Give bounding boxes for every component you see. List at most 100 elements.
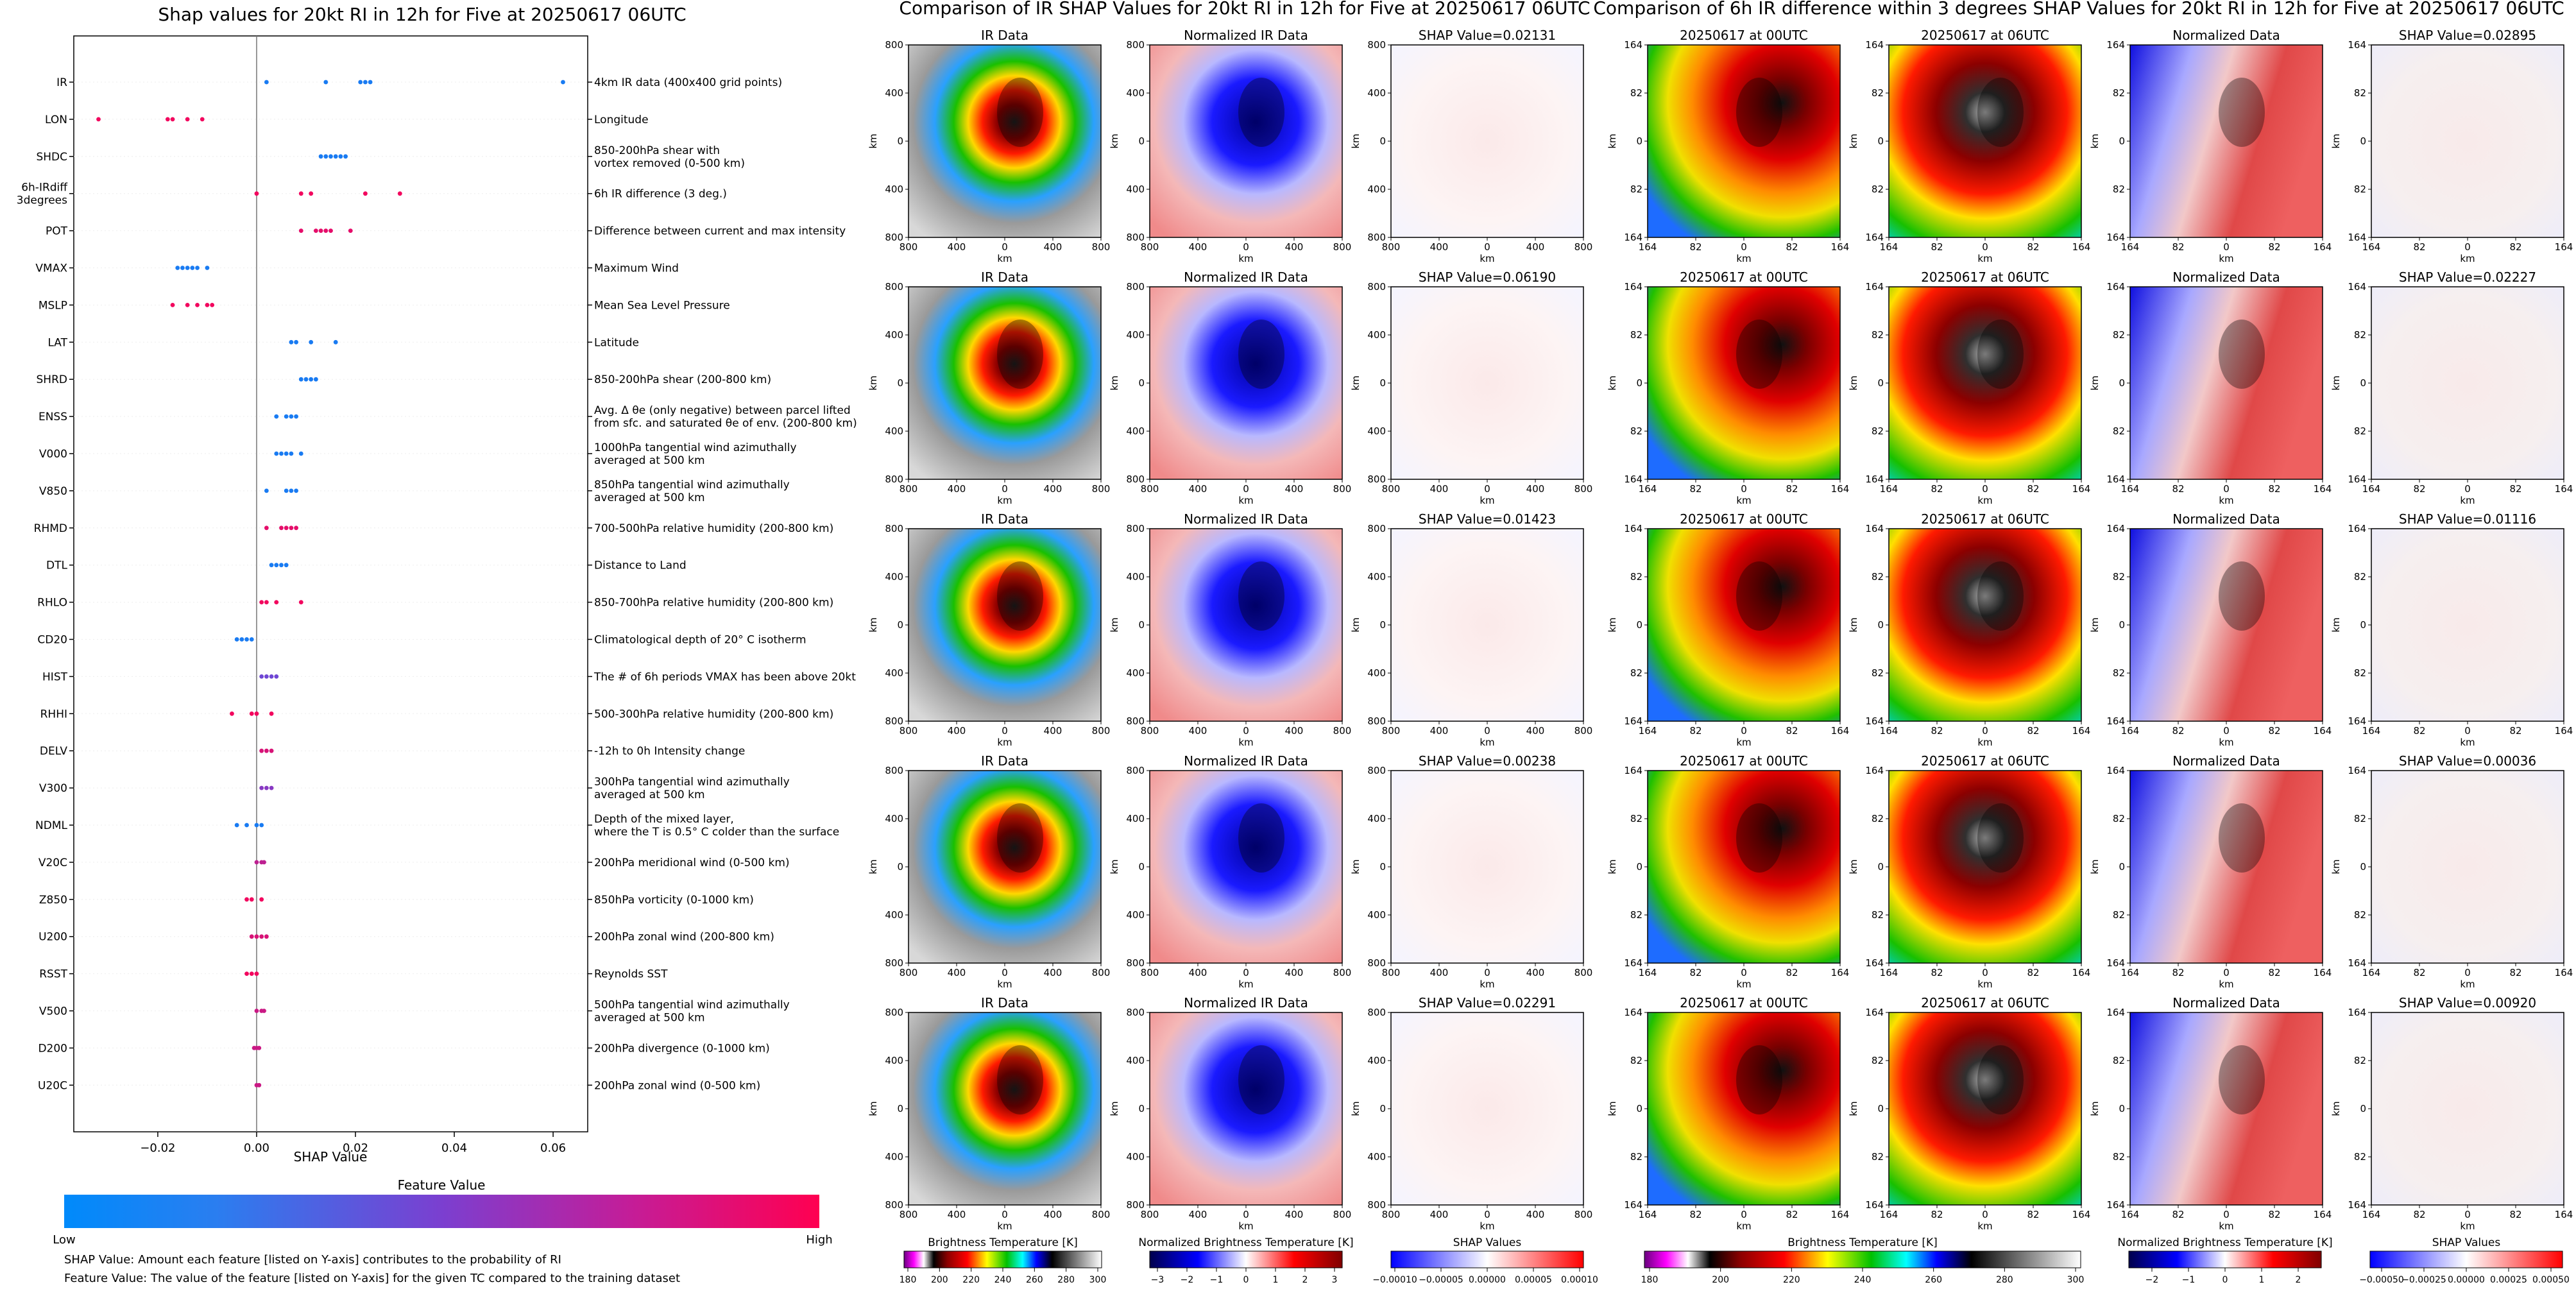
y-tick-label: 800 xyxy=(885,523,903,534)
y-tick-label: 164 xyxy=(1865,474,1884,485)
x-axis-label: km xyxy=(2219,1220,2233,1232)
x-tick-label: 82 xyxy=(2413,967,2425,978)
feature-row: CD20 Climatological depth of 20° C isothe… xyxy=(37,634,806,647)
shap-point xyxy=(279,451,284,456)
colorbar: SHAP Values −0.00010 −0.00005 0.00000 0.0000… xyxy=(1372,1236,1598,1285)
feature-description: 500hPa tangential wind azimuthally averag… xyxy=(594,999,790,1025)
panel-title: 20250617 at 06UTC xyxy=(1921,269,2049,285)
y-tick-label: 400 xyxy=(885,1055,903,1066)
x-axis-label: km xyxy=(2460,253,2475,264)
x-axis-label: km xyxy=(1736,978,1751,990)
shap-point xyxy=(318,228,323,233)
shap-point xyxy=(279,563,284,568)
colorbar-tick-label: −0.00025 xyxy=(2401,1275,2446,1285)
y-tick-label: 800 xyxy=(1367,715,1386,727)
feature-description: 850-200hPa shear with vortex removed (0-5… xyxy=(594,144,745,170)
feature-description: Reynolds SST xyxy=(594,968,668,981)
feature-code-label: ENSS xyxy=(38,411,67,423)
feature-code-label: RHHI xyxy=(40,708,67,721)
panel-title: IR Data xyxy=(981,28,1028,43)
x-tick-label: 0 xyxy=(1982,967,1988,978)
feature-code-label: V000 xyxy=(39,448,67,461)
x-tick-label: 800 xyxy=(1141,725,1159,737)
shap-point xyxy=(313,377,318,382)
x-tick-label: 0 xyxy=(2223,725,2230,737)
y-tick-label: 0 xyxy=(1636,377,1642,389)
x-tick-label: 800 xyxy=(900,725,918,737)
shap-point xyxy=(262,1009,266,1013)
shap-point xyxy=(234,823,239,828)
panel-title: IR Data xyxy=(981,269,1028,285)
x-tick-label: 0 xyxy=(2223,967,2230,978)
y-tick-label: 82 xyxy=(1630,813,1642,824)
x-tick-label: 82 xyxy=(2268,725,2280,737)
heatmap-image xyxy=(2371,287,2564,479)
x-tick-label: 400 xyxy=(1285,1209,1304,1220)
x-tick-label: 400 xyxy=(948,967,966,978)
y-tick-label: 800 xyxy=(885,715,903,727)
x-axis-label: km xyxy=(997,737,1012,748)
x-tick-label: 164 xyxy=(2072,241,2091,253)
storm-core xyxy=(1977,561,2024,631)
y-tick-label: 800 xyxy=(1126,281,1145,293)
x-tick-label: 164 xyxy=(1880,967,1898,978)
shap-point xyxy=(298,191,303,196)
x-tick-label: 82 xyxy=(2027,725,2039,737)
x-tick-label: 400 xyxy=(1526,725,1545,737)
y-tick-label: 82 xyxy=(1630,329,1642,341)
colorbar-tick-label: 0.00025 xyxy=(2490,1275,2527,1285)
x-tick-label: 82 xyxy=(2509,725,2521,737)
y-tick-label: 0 xyxy=(897,861,903,873)
y-tick-label: 400 xyxy=(885,909,903,921)
feature-description: Mean Sea Level Pressure xyxy=(594,299,730,312)
y-axis-label: km xyxy=(1848,617,1859,632)
x-tick-label: 400 xyxy=(1189,725,1207,737)
x-tick-label: 82 xyxy=(2172,241,2184,253)
shap-point xyxy=(279,525,284,531)
feature-description: -12h to 0h Intensity change xyxy=(594,745,745,758)
heatmap-image xyxy=(2371,1012,2564,1205)
y-tick-label: 800 xyxy=(885,957,903,969)
shap-point xyxy=(264,488,269,493)
x-tick-label: 82 xyxy=(2509,241,2521,253)
y-tick-label: 400 xyxy=(1126,1055,1145,1066)
feature-note: Feature Value: The value of the feature … xyxy=(64,1272,680,1285)
x-tick-label: 0 xyxy=(1982,483,1988,495)
y-axis-label: km xyxy=(1109,1101,1120,1116)
x-tick-label: 82 xyxy=(2268,483,2280,495)
x-tick-label: 400 xyxy=(1044,1209,1062,1220)
x-tick-label: 82 xyxy=(2509,1209,2521,1220)
y-tick-label: 164 xyxy=(1865,715,1884,727)
x-tick-label: 400 xyxy=(1430,725,1449,737)
y-tick-label: 800 xyxy=(885,765,903,776)
heatmap-image xyxy=(1391,529,1583,721)
y-tick-label: 0 xyxy=(1379,861,1386,873)
shap-point xyxy=(284,451,289,456)
x-tick-label: 164 xyxy=(2362,725,2381,737)
y-tick-label: 0 xyxy=(1379,135,1386,147)
heatmap-image xyxy=(908,1012,1101,1205)
shap-point xyxy=(254,823,259,828)
panel-title: 20250617 at 06UTC xyxy=(1921,995,2049,1011)
x-tick-label: 82 xyxy=(1689,967,1702,978)
y-axis-label: km xyxy=(1109,375,1120,390)
feature-colorbar xyxy=(64,1195,819,1228)
panel-title: IR Data xyxy=(981,753,1028,769)
x-tick-label: 164 xyxy=(1831,967,1850,978)
feature-code-label: RSST xyxy=(39,968,67,981)
shap-point xyxy=(284,414,289,419)
panel-title: 20250617 at 00UTC xyxy=(1680,753,1808,769)
colorbar-tick-label: −2 xyxy=(2145,1275,2159,1285)
y-tick-label: 164 xyxy=(1865,39,1884,51)
x-tick-label: 0 xyxy=(1484,241,1490,253)
heatmap-image xyxy=(1648,1012,1840,1205)
feature-row: VMAX Maximum Wind xyxy=(35,262,678,275)
y-tick-label: 82 xyxy=(1630,909,1642,921)
y-tick-label: 0 xyxy=(1877,1103,1884,1114)
x-axis-label: km xyxy=(2219,253,2233,264)
x-tick-label: 82 xyxy=(1786,483,1798,495)
